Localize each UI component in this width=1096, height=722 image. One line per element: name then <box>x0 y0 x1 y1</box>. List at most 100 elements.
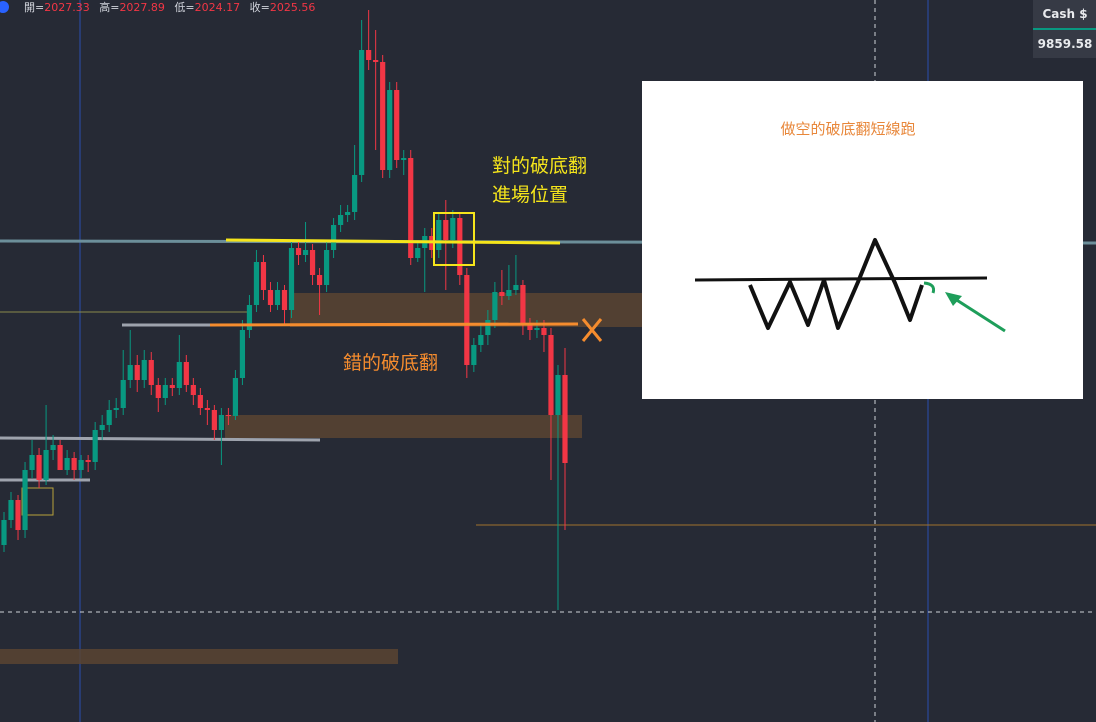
candle-body <box>450 218 456 240</box>
candle-body <box>190 385 196 395</box>
value: 2027.89 <box>119 1 165 14</box>
candle-body <box>499 292 505 296</box>
cross-mark <box>581 318 603 342</box>
candle-body <box>330 225 337 250</box>
value: 2025.56 <box>270 1 316 14</box>
label: 開= <box>24 1 44 14</box>
sketch-arrow <box>951 295 1006 333</box>
level-line <box>0 436 321 442</box>
wrong-line <box>209 322 579 327</box>
candle-body <box>436 220 442 250</box>
candle-body <box>15 500 21 530</box>
candle-body <box>555 375 561 415</box>
candle-body <box>464 275 470 365</box>
candle-body <box>520 285 526 325</box>
price-panel: Cash $ 9859.58 <box>1033 0 1096 58</box>
candle-body <box>29 455 35 470</box>
candle-body <box>359 50 365 175</box>
candle-body <box>345 212 351 215</box>
sketch-price <box>748 238 924 330</box>
label: 低= <box>174 1 194 14</box>
candle-body <box>295 248 302 255</box>
candle-body <box>155 385 161 398</box>
panel-value: 9859.58 <box>1038 37 1093 51</box>
candle-body <box>260 262 267 290</box>
candle-body <box>50 445 56 450</box>
candle-body <box>127 365 133 380</box>
candle-body <box>274 290 281 305</box>
candle-body <box>246 305 253 330</box>
inset-sketch: 做空的破底翻短線跑 <box>642 81 1083 399</box>
candle-body <box>43 450 49 480</box>
candle-body <box>71 458 77 470</box>
sketch-reversal <box>923 281 936 294</box>
candle-body <box>316 275 323 285</box>
candle-body <box>1 520 7 545</box>
candle-body <box>373 60 379 62</box>
candle-body <box>380 62 386 170</box>
candle-body <box>478 335 484 345</box>
panel-label: Cash $ <box>1042 7 1087 21</box>
candle-body <box>113 408 119 410</box>
candle-body <box>457 218 463 275</box>
sketch-arrowhead <box>945 292 962 306</box>
candle-body <box>99 425 105 430</box>
candle-body <box>162 385 168 398</box>
candle-body <box>92 430 98 462</box>
candle-body <box>253 262 260 305</box>
candle-body <box>78 460 84 470</box>
candle-body <box>148 360 154 385</box>
candle-body <box>232 378 239 416</box>
candle-body <box>197 395 203 408</box>
candle-body <box>267 290 274 305</box>
entry-box <box>433 212 475 266</box>
candle-body <box>281 290 288 310</box>
label: 高= <box>99 0 119 14</box>
candle-body <box>85 460 91 462</box>
candle-body <box>302 250 309 255</box>
candle-body <box>562 375 568 463</box>
candle-body <box>338 215 344 225</box>
symbol-icon <box>0 1 9 13</box>
candle-body <box>141 360 147 380</box>
panel-label-bg <box>1033 0 1096 28</box>
candle-body <box>541 328 547 335</box>
ohlc-legend: 開=2027.33 高=2027.89 低=2024.17 收=2025.56 <box>24 0 315 14</box>
candle-body <box>120 380 126 408</box>
candle-body <box>106 410 112 425</box>
label: 收= <box>250 0 270 14</box>
candle-body <box>394 90 400 160</box>
zone <box>0 649 398 664</box>
candle-body <box>513 285 519 290</box>
candle-body <box>548 335 554 415</box>
inset-panel <box>642 81 1083 399</box>
candle-body <box>239 330 246 378</box>
candle-body <box>352 175 358 212</box>
header: 開=2027.33 高=2027.89 低=2024.17 收=2025.56 <box>0 0 315 14</box>
sketch-level <box>694 276 988 282</box>
candle-body <box>527 325 533 330</box>
candle-body <box>204 408 210 410</box>
panel-value-bg <box>1033 29 1096 58</box>
candle-body <box>506 290 512 296</box>
candle-body <box>57 445 63 470</box>
candle-body <box>443 220 449 240</box>
value: 2027.33 <box>44 1 90 14</box>
candle-body <box>408 158 414 258</box>
annotation-correct: 對的破底翻 <box>492 155 587 177</box>
annotation-correct: 進場位置 <box>492 184 568 206</box>
candle-body <box>22 470 28 530</box>
annotations-layer: 對的破底翻 進場位置 錯的破底翻 <box>209 155 603 374</box>
candle-body <box>169 385 175 388</box>
candle-body <box>485 320 491 335</box>
candle-body <box>492 292 498 320</box>
candle-body <box>225 415 231 416</box>
candle-body <box>211 410 217 430</box>
candle-body <box>401 158 407 160</box>
candle-body <box>534 328 540 330</box>
candle-body <box>36 455 42 480</box>
candle-body <box>387 90 393 170</box>
candle-body <box>288 248 295 310</box>
candle-body <box>415 248 421 258</box>
